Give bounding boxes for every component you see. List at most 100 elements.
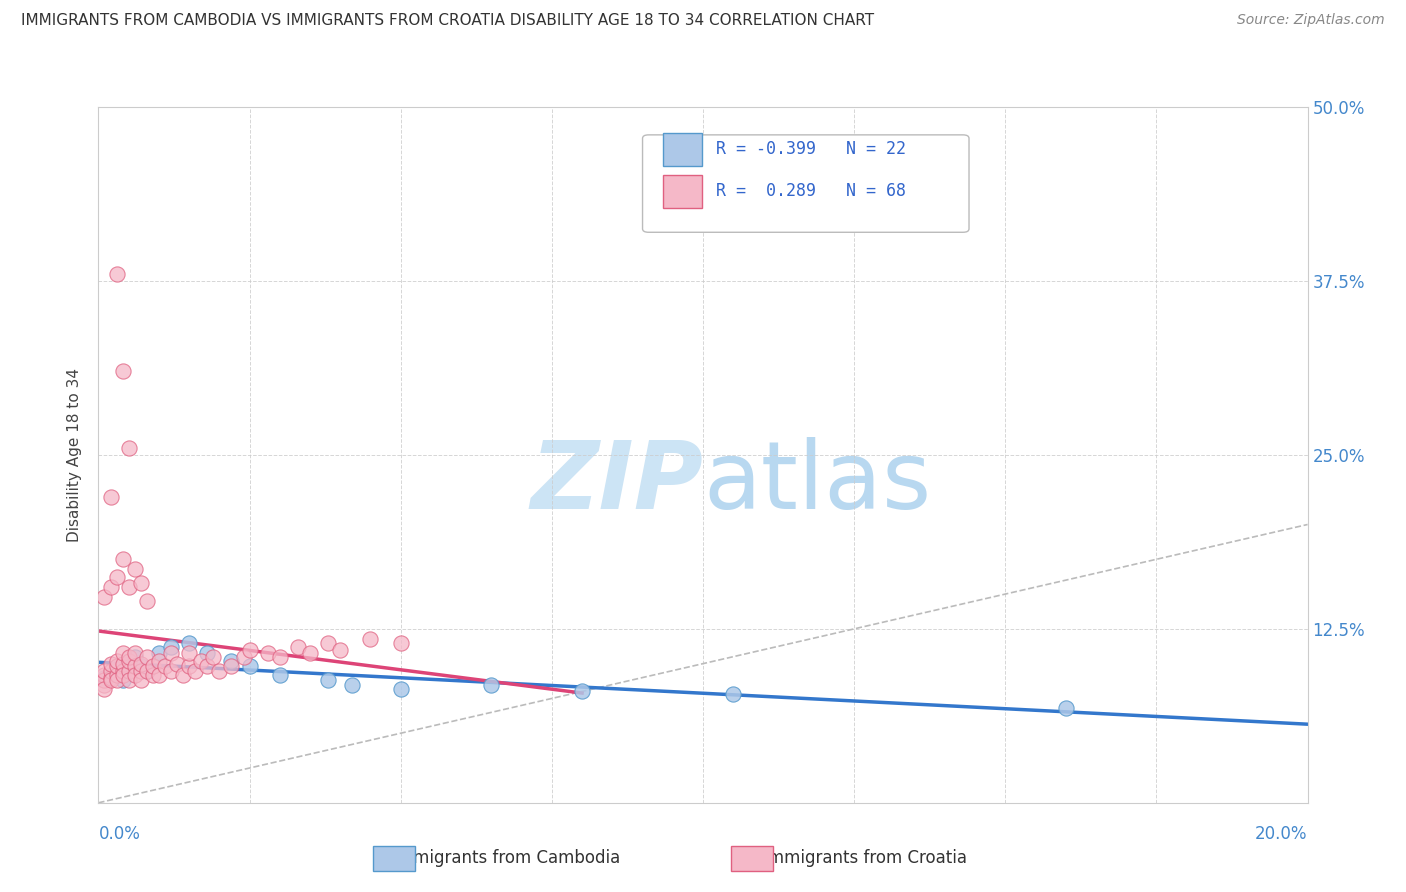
Point bbox=[118, 673, 141, 688]
Point bbox=[105, 267, 128, 281]
Point bbox=[342, 677, 364, 691]
Point bbox=[111, 646, 134, 660]
Point bbox=[105, 673, 128, 688]
Point bbox=[239, 659, 262, 673]
Point bbox=[129, 673, 152, 688]
Point bbox=[118, 441, 141, 455]
Point bbox=[124, 659, 146, 673]
Point bbox=[100, 671, 122, 685]
Point bbox=[329, 642, 352, 657]
Point bbox=[124, 562, 146, 576]
Point bbox=[129, 657, 152, 671]
Point bbox=[100, 657, 122, 671]
Point bbox=[118, 664, 141, 678]
Point bbox=[195, 659, 218, 673]
Point bbox=[299, 646, 322, 660]
Point bbox=[118, 654, 141, 668]
Text: 0.0%: 0.0% bbox=[98, 825, 141, 843]
Point bbox=[93, 667, 115, 681]
Point bbox=[256, 646, 278, 660]
Bar bbox=[664, 133, 702, 166]
Point bbox=[389, 681, 412, 696]
Point bbox=[202, 649, 225, 664]
Point bbox=[124, 649, 146, 664]
FancyBboxPatch shape bbox=[643, 135, 969, 232]
Point bbox=[111, 552, 134, 566]
Point bbox=[142, 659, 165, 673]
Text: Immigrants from Croatia: Immigrants from Croatia bbox=[762, 849, 967, 867]
Text: 20.0%: 20.0% bbox=[1256, 825, 1308, 843]
Point bbox=[208, 664, 231, 678]
Point bbox=[100, 580, 122, 594]
Point bbox=[129, 664, 152, 678]
Point bbox=[160, 646, 183, 660]
Point bbox=[111, 673, 134, 688]
Point bbox=[118, 657, 141, 671]
Point bbox=[100, 673, 122, 688]
Point bbox=[100, 667, 122, 681]
Point bbox=[135, 664, 157, 678]
Point bbox=[148, 654, 170, 668]
Point bbox=[124, 667, 146, 681]
Text: Immigrants from Cambodia: Immigrants from Cambodia bbox=[392, 849, 620, 867]
Text: R = -0.399   N = 22: R = -0.399 N = 22 bbox=[716, 140, 907, 159]
Point bbox=[93, 673, 115, 688]
Point bbox=[93, 681, 115, 696]
Point bbox=[195, 646, 218, 660]
Point bbox=[389, 636, 412, 650]
Point bbox=[184, 664, 207, 678]
Point bbox=[148, 646, 170, 660]
Point bbox=[111, 664, 134, 678]
Point bbox=[93, 664, 115, 678]
Point bbox=[105, 570, 128, 584]
Text: IMMIGRANTS FROM CAMBODIA VS IMMIGRANTS FROM CROATIA DISABILITY AGE 18 TO 34 CORR: IMMIGRANTS FROM CAMBODIA VS IMMIGRANTS F… bbox=[21, 13, 875, 29]
Point bbox=[166, 657, 188, 671]
Point bbox=[105, 667, 128, 681]
Point bbox=[105, 654, 128, 668]
Point bbox=[160, 640, 183, 654]
Point bbox=[239, 642, 262, 657]
Point bbox=[148, 667, 170, 681]
Point bbox=[118, 649, 141, 664]
Point bbox=[135, 664, 157, 678]
Y-axis label: Disability Age 18 to 34: Disability Age 18 to 34 bbox=[67, 368, 83, 542]
Point bbox=[179, 646, 201, 660]
Point bbox=[1054, 701, 1077, 715]
Point bbox=[179, 659, 201, 673]
Point bbox=[481, 677, 503, 691]
Point bbox=[93, 590, 115, 604]
Point bbox=[179, 636, 201, 650]
Text: R =  0.289   N = 68: R = 0.289 N = 68 bbox=[716, 182, 907, 200]
Text: Source: ZipAtlas.com: Source: ZipAtlas.com bbox=[1237, 13, 1385, 28]
Point bbox=[269, 649, 291, 664]
Point bbox=[153, 659, 176, 673]
Point bbox=[221, 654, 243, 668]
Point bbox=[172, 667, 194, 681]
Point bbox=[93, 677, 115, 691]
Point bbox=[93, 671, 115, 685]
Point bbox=[135, 649, 157, 664]
Point bbox=[316, 673, 339, 688]
Point bbox=[723, 687, 745, 701]
Point bbox=[142, 667, 165, 681]
Point bbox=[360, 632, 382, 646]
Point bbox=[111, 667, 134, 681]
Point bbox=[221, 659, 243, 673]
Point bbox=[190, 654, 212, 668]
Point bbox=[111, 657, 134, 671]
Point bbox=[287, 640, 309, 654]
Point bbox=[124, 646, 146, 660]
Point bbox=[571, 684, 593, 698]
Point bbox=[160, 664, 183, 678]
Text: atlas: atlas bbox=[703, 437, 931, 529]
Point bbox=[105, 659, 128, 673]
Point bbox=[118, 580, 141, 594]
Point bbox=[232, 649, 254, 664]
Point bbox=[129, 576, 152, 591]
Point bbox=[100, 490, 122, 504]
Point bbox=[316, 636, 339, 650]
Point bbox=[135, 594, 157, 608]
Point bbox=[100, 664, 122, 678]
Point bbox=[129, 659, 152, 673]
Point bbox=[269, 667, 291, 681]
